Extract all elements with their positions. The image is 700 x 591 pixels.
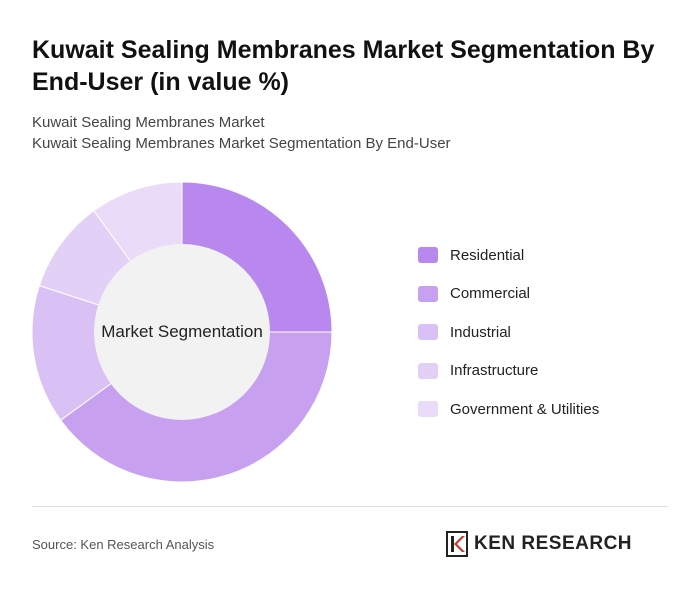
ken-research-logo: KEN RESEARCH: [446, 531, 632, 557]
legend-item-industrial: Industrial: [418, 321, 688, 343]
legend-swatch: [418, 285, 438, 302]
legend-swatch: [418, 247, 438, 263]
chart-subtitle-market: Kuwait Sealing Membranes Market: [32, 114, 265, 131]
legend-item-government-utilities: Government & Utilities: [418, 398, 688, 420]
ken-research-logo-text: KEN RESEARCH: [474, 533, 633, 554]
legend-swatch: [418, 362, 438, 379]
legend-swatch: [418, 401, 438, 417]
source-note: Source: Ken Research Analysis: [32, 537, 215, 552]
donut-hole: [94, 244, 270, 420]
donut-center-label: Market Segmentation: [101, 322, 263, 341]
legend-label: Residential: [450, 246, 525, 264]
chart-title: Kuwait Sealing Membranes Market Segmenta…: [32, 36, 655, 96]
chart-subtitle-segmentation: Kuwait Sealing Membranes Market Segmenta…: [32, 135, 451, 152]
legend-item-infrastructure: Infrastructure: [418, 360, 688, 382]
legend-label: Infrastructure: [450, 362, 539, 379]
legend-item-residential: Residential: [418, 244, 688, 266]
ken-research-logo-icon: [446, 531, 468, 557]
legend-label: Industrial: [450, 323, 511, 341]
legend-item-commercial: Commercial: [418, 283, 688, 305]
legend-label: Government & Utilities: [450, 400, 600, 418]
donut-chart: [31, 181, 333, 483]
legend-label: Commercial: [450, 285, 531, 302]
chart-legend: Residential Commercial Industrial Infrastru…: [418, 244, 688, 437]
legend-swatch: [418, 324, 438, 340]
footer-divider: [32, 506, 668, 507]
